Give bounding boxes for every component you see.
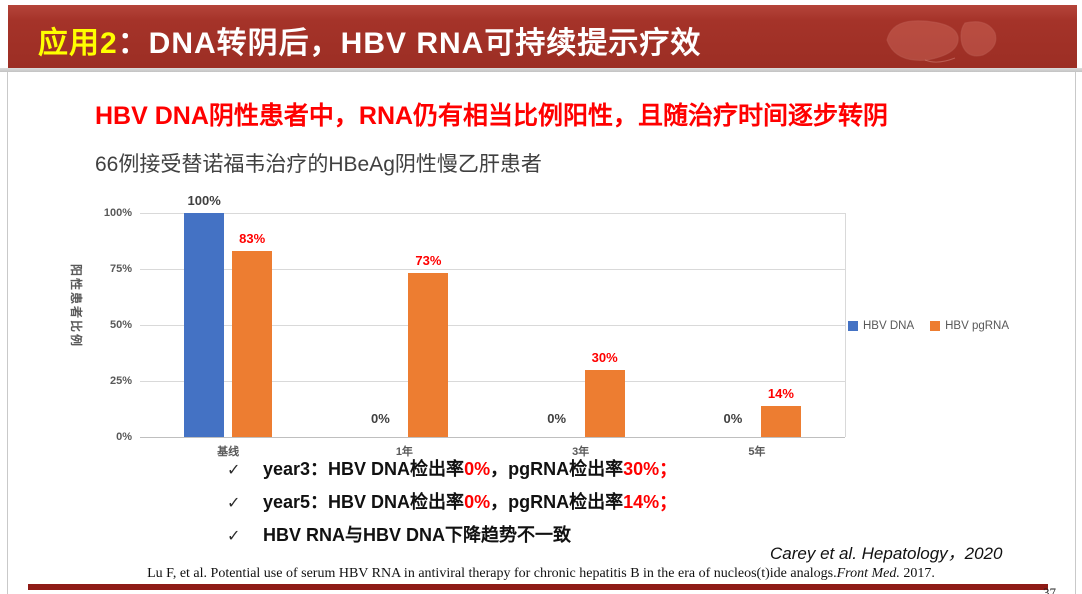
bullet-segment: HBV RNA与HBV DNA下降趋势不一致 [263,525,572,545]
bullet-item: ✓ HBV RNA与HBV DNA下降趋势不一致 [227,521,677,554]
value-label: 14% [767,385,794,401]
y-tick-label: 50% [109,319,132,331]
gridline [140,380,845,382]
bar-hbv-pgrna [584,369,625,437]
value-label: 0% [370,411,390,426]
header-separator [0,68,1082,72]
gridline [140,212,845,214]
legend-swatch-icon [930,321,941,331]
bullet-segment: ，pgRNA检出率 [490,492,624,512]
footer-journal: Front Med. [836,566,900,581]
bar-chart: 阳性患者比例 100% 83% 基线 0% 73% 1年 0% 30% 3年 0% 14% 5年 HB… [20,190,1060,460]
x-category-label: 5年 [748,446,766,458]
bullet-segment: year5：HBV DNA检出率 [263,492,465,512]
y-tick-label: 25% [109,375,132,387]
value-label: 83% [239,231,266,247]
plot-area: 100% 83% 基线 0% 73% 1年 0% 30% 3年 0% 14% 5年 [140,193,846,458]
x-category-label: 3年 [572,446,590,458]
footer-text: Lu F, et al. Potential use of serum HBV … [147,566,837,581]
y-tick-label: 75% [109,263,132,275]
bullet-text: year3：HBV DNA检出率0%，pgRNA检出率30%； [263,455,677,481]
x-category-label: 基线 [217,446,240,458]
plot-right-border [845,213,846,437]
bullet-highlight: 30%； [623,459,678,479]
citation: Carey et al. Hepatology，2020 [770,544,1003,563]
bullet-list: ✓ year3：HBV DNA检出率0%，pgRNA检出率30%； ✓ year5：H… [227,455,677,554]
bullet-segment: ，pgRNA检出率 [490,459,624,479]
slide-left-border [7,71,8,594]
bar-hbv-pgrna [408,273,449,437]
gridline [140,268,845,270]
value-label: 30% [591,349,618,365]
key-message: HBV DNA阴性患者中，RNA仍有相当比例阳性，且随治疗时间逐步转阴 [95,102,889,130]
value-label: 0% [547,411,567,426]
bullet-item: ✓ year3：HBV DNA检出率0%，pgRNA检出率30%； [227,455,677,488]
bullet-text: HBV RNA与HBV DNA下降趋势不一致 [263,521,571,547]
check-icon: ✓ [227,528,241,545]
value-label: 0% [723,411,743,426]
value-label: 100% [187,193,221,208]
bar-hbv-pgrna [760,405,801,437]
bullet-item: ✓ year5：HBV DNA检出率0%，pgRNA检出率14%； [227,488,677,521]
bar-hbv-dna [184,213,225,437]
legend-label: HBV DNA [863,320,915,332]
header-bar: 应用2：DNA转阴后，HBV RNA可持续提示疗效 [8,5,1077,68]
bottom-accent-bar [28,584,1048,590]
legend-label: HBV pgRNA [945,320,1010,332]
slide-title: 应用2：DNA转阴后，HBV RNA可持续提示疗效 [38,18,701,62]
value-label: 73% [415,253,442,269]
legend-item: HBV pgRNA [930,320,1009,332]
legend-swatch-icon [848,321,858,331]
check-icon: ✓ [227,462,241,479]
title-text: ：DNA转阴后，HBV RNA可持续提示疗效 [117,27,702,60]
bullet-segment: year3：HBV DNA检出率 [263,459,465,479]
slide-right-border [1075,71,1076,594]
bar-hbv-pgrna [232,251,273,437]
legend: HBV DNA HBV pgRNA [848,320,1009,332]
liver-icon [865,10,1025,73]
y-tick-label: 0% [116,431,132,443]
bullet-highlight: 0% [464,459,491,479]
bullet-text: year5：HBV DNA检出率0%，pgRNA检出率14%； [263,488,677,514]
x-category-label: 1年 [395,446,413,458]
gridline [140,324,845,326]
legend-item: HBV DNA [848,320,914,332]
bullet-highlight: 0% [464,492,491,512]
bullet-highlight: 14%； [623,492,678,512]
x-axis-line [140,436,845,438]
title-tag: 应用2 [38,27,118,60]
footer-reference: Lu F, et al. Potential use of serum HBV … [0,566,1082,582]
y-tick-label: 100% [103,207,132,219]
footer-year: 2017. [899,566,935,581]
chart-title: 66例接受替诺福韦治疗的HBeAg阴性慢乙肝患者 [95,153,542,176]
check-icon: ✓ [227,495,241,512]
page-number: 37 [1043,585,1056,594]
